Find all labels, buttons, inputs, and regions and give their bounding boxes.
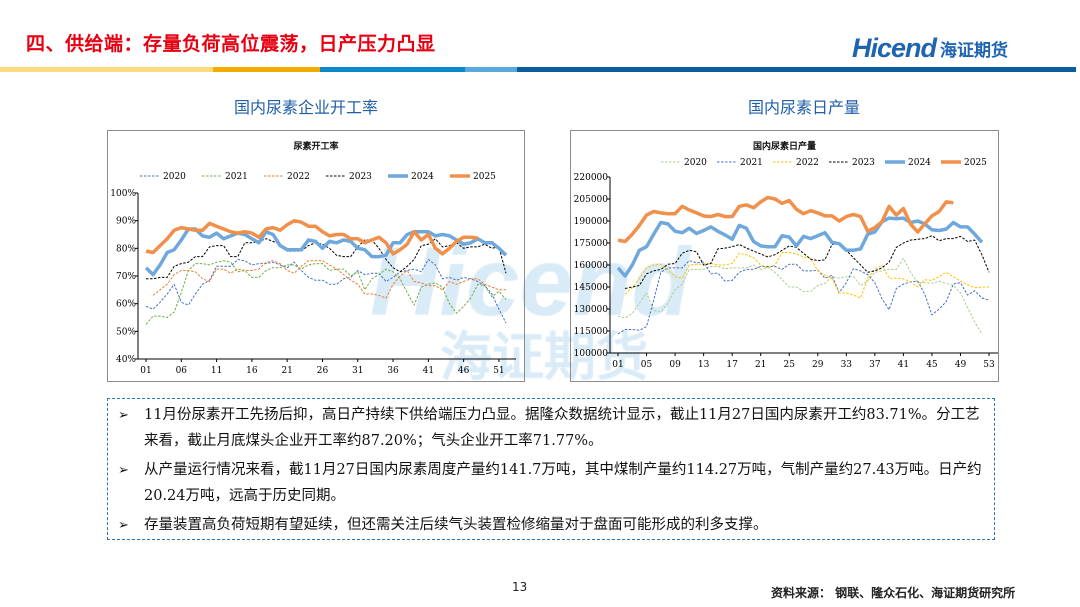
legend-label-2020: 2020 bbox=[163, 172, 186, 182]
chart-title: 国内尿素日产量 bbox=[753, 140, 816, 152]
legend-label-2023: 2023 bbox=[852, 158, 875, 168]
page-number: 13 bbox=[512, 580, 528, 594]
commentary-text: 存量装置高负荷短期有望延续，但还需关注后续气头装置检修缩量对于盘面可能形成的利多… bbox=[144, 517, 768, 533]
x-tick-label: 31 bbox=[352, 366, 363, 376]
x-tick-label: 45 bbox=[926, 360, 938, 370]
bar-segment bbox=[517, 67, 1076, 72]
x-tick-label: 21 bbox=[755, 360, 766, 370]
legend-label-2025: 2025 bbox=[473, 172, 496, 182]
x-tick-label: 13 bbox=[698, 360, 710, 370]
chart-heading-daily-output: 国内尿素日产量 bbox=[748, 98, 861, 117]
logo-text-en: Hicend bbox=[852, 33, 937, 63]
commentary-box: ➢ 11月份尿素开工先扬后抑，高日产持续下供给端压力凸显。据隆众数据统计显示，截止… bbox=[107, 398, 995, 540]
x-tick-label: 25 bbox=[784, 360, 796, 370]
x-tick-label: 01 bbox=[612, 360, 623, 370]
x-tick-label: 37 bbox=[869, 360, 881, 370]
series-line-2021 bbox=[617, 260, 990, 335]
y-tick-label: 40% bbox=[116, 355, 136, 365]
legend-label-2022: 2022 bbox=[287, 172, 310, 182]
y-tick-label: 175000 bbox=[574, 239, 609, 249]
logo-text-cn: 海证期货 bbox=[940, 41, 1009, 61]
y-tick-label: 130000 bbox=[574, 305, 609, 315]
series-line-2023 bbox=[146, 238, 507, 280]
series-line-2024 bbox=[144, 227, 508, 277]
hicend-watermark bbox=[360, 235, 720, 385]
series-line-2024 bbox=[616, 216, 984, 278]
x-tick-label: 53 bbox=[983, 360, 995, 370]
legend-label-2023: 2023 bbox=[349, 172, 372, 182]
commentary-item: ➢ 11月份尿素开工先扬后抑，高日产持续下供给端压力凸显。据隆众数据统计显示，截止… bbox=[118, 403, 984, 454]
y-tick-label: 160000 bbox=[574, 261, 609, 271]
chart-heading-operating-rate: 国内尿素企业开工率 bbox=[234, 98, 379, 117]
x-tick-label: 46 bbox=[458, 366, 470, 376]
hicend-logo: Hicend 海证期货 bbox=[852, 24, 1008, 64]
y-tick-label: 205000 bbox=[574, 195, 609, 205]
y-tick-label: 70% bbox=[116, 272, 136, 282]
commentary-item: ➢ 存量装置高负荷短期有望延续，但还需关注后续气头装置检修缩量对于盘面可能形成的利… bbox=[118, 513, 984, 539]
y-tick-label: 80% bbox=[116, 244, 136, 254]
series-line-2021 bbox=[145, 260, 507, 325]
commentary-text: 从产量运行情况来看，截11月27日国内尿素周度产量约141.7万吨，其中煤制产量… bbox=[144, 462, 982, 504]
source-note: 资料来源： 钢联、隆众石化、海证期货研究所 bbox=[771, 586, 1016, 600]
legend-label-2024: 2024 bbox=[411, 172, 434, 182]
x-tick-label: 01 bbox=[140, 366, 151, 376]
legend-label-2021: 2021 bbox=[225, 172, 248, 182]
y-tick-label: 100% bbox=[110, 189, 136, 199]
x-tick-label: 05 bbox=[641, 360, 653, 370]
legend-label-2021: 2021 bbox=[740, 158, 763, 168]
chart-title: 尿素开工率 bbox=[293, 140, 338, 152]
x-tick-label: 06 bbox=[176, 366, 188, 376]
bar-segment bbox=[320, 67, 465, 72]
y-tick-label: 115000 bbox=[574, 327, 609, 337]
x-tick-label: 11 bbox=[211, 366, 222, 376]
legend-label-2022: 2022 bbox=[796, 158, 819, 168]
legend-label-2020: 2020 bbox=[684, 158, 707, 168]
series-line-2022 bbox=[152, 260, 506, 299]
y-tick-label: 220000 bbox=[574, 173, 609, 183]
bar-segment bbox=[465, 67, 517, 72]
series-line-2025 bbox=[617, 195, 954, 244]
x-tick-label: 26 bbox=[317, 366, 329, 376]
arrow-bullet-icon: ➢ bbox=[118, 518, 129, 533]
y-tick-label: 190000 bbox=[574, 217, 609, 227]
x-tick-label: 16 bbox=[246, 366, 258, 376]
legend-label-2024: 2024 bbox=[908, 158, 931, 168]
slide-title: 四、供给端：存量负荷高位震荡，日产压力凸显 bbox=[26, 33, 436, 55]
commentary-item: ➢ 从产量运行情况来看，截11月27日国内尿素周度产量约141.7万吨，其中煤制产… bbox=[118, 458, 984, 509]
x-tick-label: 51 bbox=[493, 366, 504, 376]
y-tick-label: 145000 bbox=[574, 283, 609, 293]
x-tick-label: 41 bbox=[423, 366, 434, 376]
x-tick-label: 33 bbox=[841, 360, 853, 370]
x-tick-label: 29 bbox=[812, 360, 824, 370]
arrow-bullet-icon: ➢ bbox=[118, 408, 129, 423]
daily-output-svg: 国内尿素日产量100000115000130000145000160000175… bbox=[574, 140, 998, 370]
commentary-text: 11月份尿素开工先扬后抑，高日产持续下供给端压力凸显。据隆众数据统计显示，截止1… bbox=[144, 407, 980, 449]
legend-label-2025: 2025 bbox=[964, 158, 987, 168]
operating-rate-svg: 尿素开工率 40% 50% 60% 70% 80% 90% 100% 01 06 11 16 21 26 3… bbox=[110, 140, 516, 376]
y-tick-label: 90% bbox=[116, 217, 136, 227]
operating-rate-chart: 尿素开工率 40% 50% 60% 70% 80% 90% 100% 01 06 11 16 21 26 3… bbox=[107, 130, 525, 382]
x-tick-label: 41 bbox=[898, 360, 909, 370]
series-line-2020 bbox=[617, 257, 983, 335]
y-tick-label: 50% bbox=[116, 327, 136, 337]
x-tick-label: 09 bbox=[669, 360, 681, 370]
y-tick-label: 60% bbox=[116, 300, 136, 310]
x-tick-label: 49 bbox=[955, 360, 967, 370]
arrow-bullet-icon: ➢ bbox=[118, 463, 129, 478]
bar-segment bbox=[213, 67, 320, 72]
series-line-2025 bbox=[145, 218, 478, 256]
x-tick-label: 21 bbox=[281, 366, 292, 376]
x-tick-label: 17 bbox=[726, 360, 738, 370]
y-tick-label: 100000 bbox=[574, 349, 609, 359]
header-color-bar bbox=[0, 67, 1076, 72]
bar-segment bbox=[0, 67, 213, 72]
daily-output-chart: 国内尿素日产量 100000 115000 130000 145000 160000 175… bbox=[570, 130, 999, 382]
x-tick-label: 36 bbox=[387, 366, 399, 376]
series-line-2023 bbox=[624, 235, 990, 289]
series-line-2020 bbox=[145, 258, 507, 324]
